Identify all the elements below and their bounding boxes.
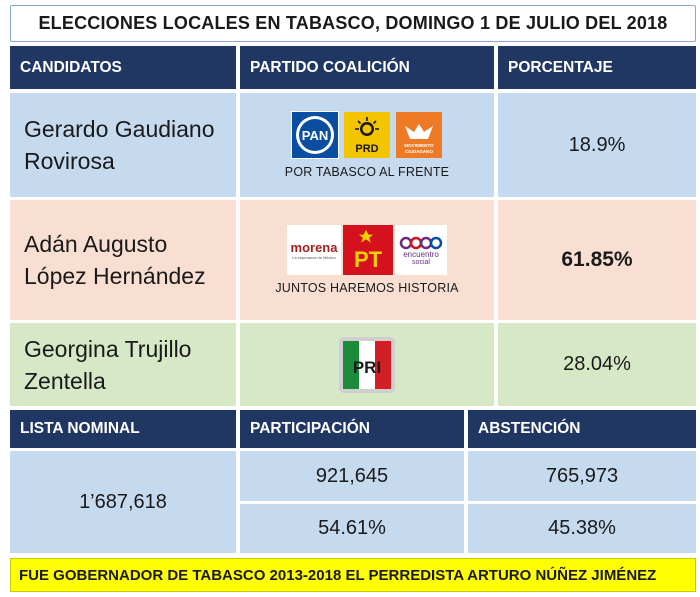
coalition-label: POR TABASCO AL FRENTE xyxy=(284,165,450,179)
pt-logo-text: PT xyxy=(354,247,383,272)
candidate-row-3-name: Georgina Trujillo Zentella xyxy=(10,323,236,406)
candidate-name-line1: Gerardo Gaudiano xyxy=(24,116,215,142)
header-partido: PARTIDO COALICIÓN xyxy=(240,46,494,89)
candidate-row-3-percent: 28.04% xyxy=(498,323,696,406)
footer-note: FUE GOBERNADOR DE TABASCO 2013-2018 EL P… xyxy=(10,558,696,592)
header-candidatos: CANDIDATOS xyxy=(10,46,236,89)
page-title: ELECCIONES LOCALES EN TABASCO, DOMINGO 1… xyxy=(10,5,696,42)
candidate-name-line2: López Hernández xyxy=(24,263,206,289)
mc-logo-text-top: MOVIMIENTO xyxy=(404,143,434,148)
candidate-row-2-name: Adán Augusto López Hernández xyxy=(10,200,236,320)
encuentro-social-logo: encuentro social xyxy=(395,225,447,275)
mc-logo: MOVIMIENTO CIUDADANO xyxy=(395,111,443,159)
candidate-row-2-coalition: morena La esperanza de México PT encuent… xyxy=(240,200,494,320)
participacion-votos: 921,645 xyxy=(240,451,464,501)
abstencion-porcentaje: 45.38% xyxy=(468,504,696,553)
mc-logo-text-bottom: CIUDADANO xyxy=(405,149,433,154)
lista-nominal-value: 1’687,618 xyxy=(10,451,236,553)
header-participacion: PARTICIPACIÓN xyxy=(240,410,464,448)
candidate-name-line2: Rovirosa xyxy=(24,148,115,174)
pri-logo-text: PRI xyxy=(353,358,381,377)
encuentro-logo-text: encuentro xyxy=(403,250,439,259)
participacion-porcentaje: 54.61% xyxy=(240,504,464,553)
candidate-row-1-coalition: PAN PRD MOVIMIENTO CIUDADANO xyxy=(240,93,494,197)
morena-logo: morena La esperanza de México xyxy=(287,225,341,275)
prd-logo: PRD xyxy=(343,111,391,159)
pan-logo-text: PAN xyxy=(302,128,328,143)
candidate-name-line1: Adán Augusto xyxy=(24,231,168,257)
candidate-row-3-coalition: PRI xyxy=(240,323,494,406)
header-lista-nominal: LISTA NOMINAL xyxy=(10,410,236,448)
candidate-row-1-name: Gerardo Gaudiano Rovirosa xyxy=(10,93,236,197)
header-porcentaje: PORCENTAJE xyxy=(498,46,696,89)
pri-logo: PRI xyxy=(339,336,395,393)
coalition-label: JUNTOS HAREMOS HISTORIA xyxy=(275,281,459,295)
morena-logo-text: morena xyxy=(290,240,338,255)
candidate-name-line1: Georgina Trujillo xyxy=(24,335,192,362)
header-abstencion: ABSTENCIÓN xyxy=(468,410,696,448)
pan-logo: PAN xyxy=(291,111,339,159)
candidate-name-line2: Zentella xyxy=(24,367,106,394)
prd-logo-text: PRD xyxy=(355,143,378,155)
morena-logo-subtext: La esperanza de México xyxy=(292,255,336,260)
pt-logo: PT xyxy=(343,225,393,275)
abstencion-votos: 765,973 xyxy=(468,451,696,501)
candidate-row-1-percent: 18.9% xyxy=(498,93,696,197)
social-logo-text: social xyxy=(412,259,430,266)
candidate-row-2-percent: 61.85% xyxy=(498,200,696,320)
